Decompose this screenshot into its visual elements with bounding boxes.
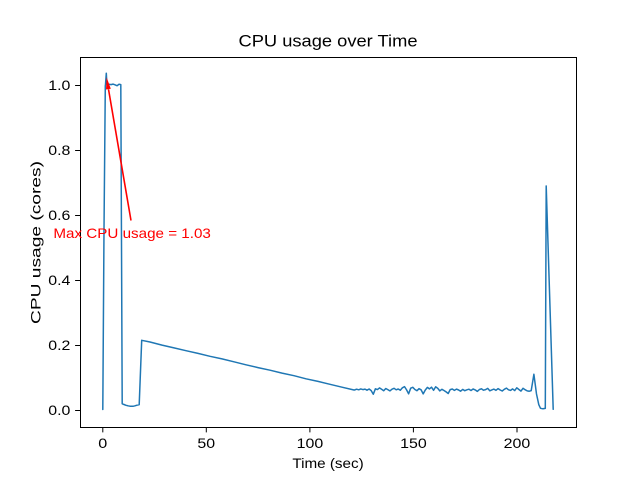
svg-text:50: 50: [197, 435, 215, 451]
svg-text:100: 100: [297, 435, 324, 451]
svg-text:1.0: 1.0: [48, 77, 70, 93]
svg-text:200: 200: [504, 435, 531, 451]
svg-text:0.8: 0.8: [48, 142, 70, 158]
svg-text:Max CPU usage = 1.03: Max CPU usage = 1.03: [53, 225, 211, 241]
svg-text:CPU usage over Time: CPU usage over Time: [239, 32, 418, 51]
svg-text:150: 150: [400, 435, 427, 451]
svg-text:0.4: 0.4: [48, 272, 70, 288]
svg-text:0.0: 0.0: [48, 402, 70, 418]
svg-text:Time (sec): Time (sec): [292, 455, 363, 471]
svg-text:0: 0: [98, 435, 107, 451]
svg-text:0.2: 0.2: [48, 337, 70, 353]
svg-text:0.6: 0.6: [48, 207, 70, 223]
svg-text:CPU usage (cores): CPU usage (cores): [27, 161, 43, 324]
